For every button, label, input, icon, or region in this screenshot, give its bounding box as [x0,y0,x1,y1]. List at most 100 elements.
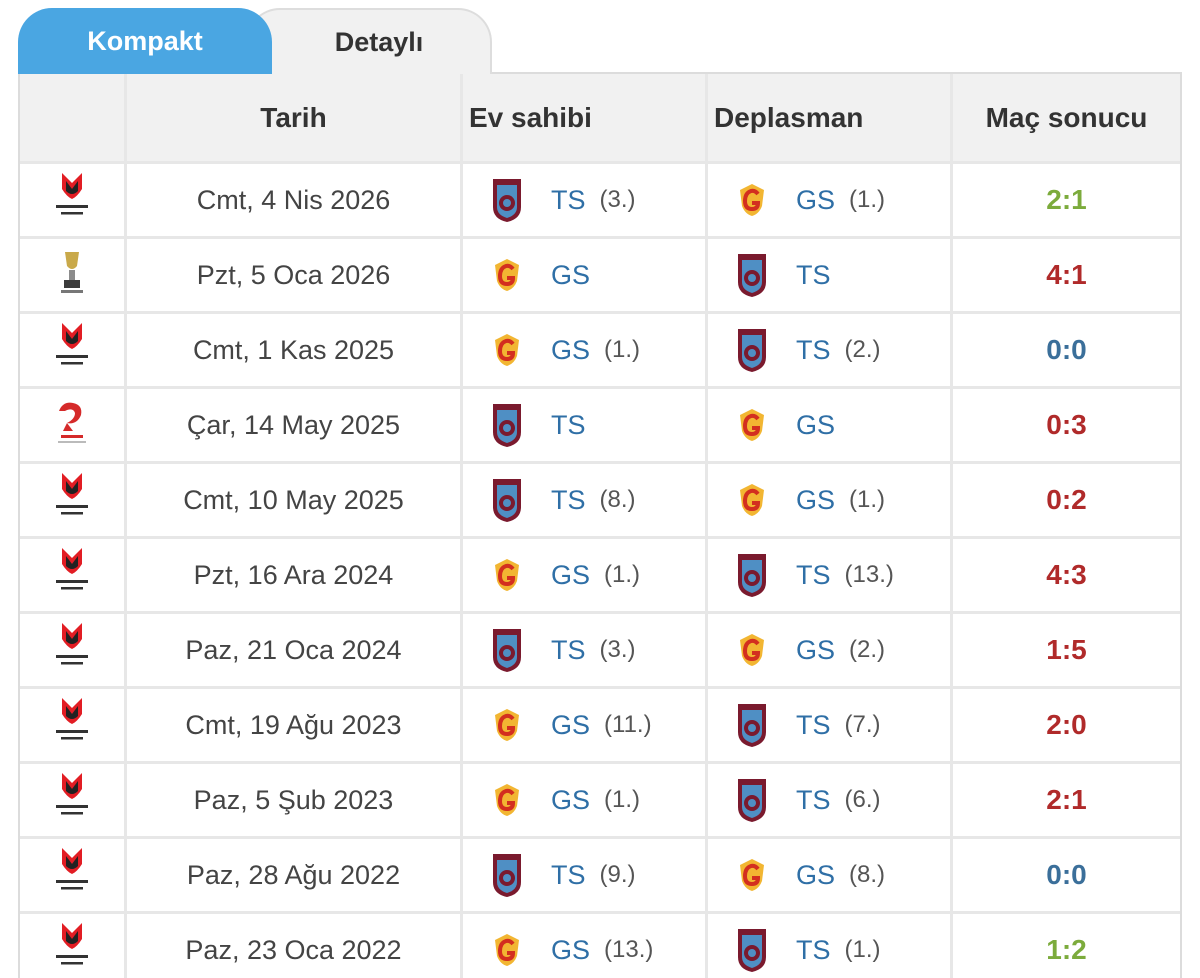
galatasaray-crest-icon [732,401,772,449]
super-lig-icon [53,696,91,755]
table-row[interactable]: Paz, 21 Oca 2024 TS (3.) GS (2.) 1:5 [20,614,1180,686]
home-team-rank: (8.) [599,486,636,513]
table-row[interactable]: Cmt, 10 May 2025 TS (8.) GS (1.) 0:2 [20,464,1180,536]
competition-cell [20,839,124,911]
home-team-cell[interactable]: GS (1.) [463,314,705,386]
match-date: Paz, 28 Ağu 2022 [127,839,460,911]
super-lig-icon [53,621,91,680]
tab-detayli[interactable]: Detaylı [246,8,492,74]
away-team-name[interactable]: GS [796,184,836,215]
match-result[interactable]: 2:1 [953,764,1180,836]
match-date: Pzt, 16 Ara 2024 [127,539,460,611]
away-team-cell[interactable]: GS (2.) [708,614,950,686]
home-team-name[interactable]: TS [551,184,586,215]
home-team-cell[interactable]: GS (1.) [463,539,705,611]
away-team-rank: (2.) [849,636,886,663]
match-result[interactable]: 4:3 [953,539,1180,611]
galatasaray-crest-icon [487,251,527,299]
galatasaray-crest-icon [732,476,772,524]
super-lig-icon [53,846,91,905]
home-team-name[interactable]: GS [551,709,591,740]
home-team-name[interactable]: GS [551,934,591,965]
home-team-name[interactable]: GS [551,784,591,815]
table-row[interactable]: Paz, 28 Ağu 2022 TS (9.) GS (8.) 0:0 [20,839,1180,911]
away-team-name[interactable]: GS [796,484,836,515]
home-team-name[interactable]: TS [551,859,586,890]
home-team-name[interactable]: TS [551,634,586,665]
away-team-name[interactable]: TS [796,559,831,590]
home-team-rank: (1.) [604,561,641,588]
match-date: Cmt, 19 Ağu 2023 [127,689,460,761]
away-team-cell[interactable]: GS (1.) [708,464,950,536]
home-team-cell[interactable]: GS (13.) [463,914,705,978]
home-team-rank: (1.) [604,336,641,363]
home-team-cell[interactable]: GS (1.) [463,764,705,836]
away-team-rank: (8.) [849,861,886,888]
match-date: Paz, 5 Şub 2023 [127,764,460,836]
super-lig-icon [53,546,91,605]
match-result[interactable]: 0:0 [953,314,1180,386]
away-team-rank: (1.) [849,486,886,513]
home-team-cell[interactable]: TS (9.) [463,839,705,911]
super-lig-icon [53,921,91,978]
home-team-rank: (3.) [599,636,636,663]
away-team-cell[interactable]: TS (1.) [708,914,950,978]
away-team-cell[interactable]: GS (8.) [708,839,950,911]
match-result[interactable]: 1:5 [953,614,1180,686]
galatasaray-crest-icon [487,551,527,599]
away-team-cell[interactable]: GS (1.) [708,164,950,236]
competition-cell [20,764,124,836]
match-result[interactable]: 2:0 [953,689,1180,761]
table-row[interactable]: Pzt, 5 Oca 2026 GS TS 4:1 [20,239,1180,311]
match-result[interactable]: 1:2 [953,914,1180,978]
home-team-name[interactable]: GS [551,259,591,290]
home-team-cell[interactable]: GS [463,239,705,311]
home-team-rank: (13.) [604,936,654,963]
away-team-cell[interactable]: GS [708,389,950,461]
table-row[interactable]: Cmt, 1 Kas 2025 GS (1.) TS (2.) 0:0 [20,314,1180,386]
galatasaray-crest-icon [487,326,527,374]
away-team-name[interactable]: TS [796,934,831,965]
away-team-cell[interactable]: TS (13.) [708,539,950,611]
away-team-name[interactable]: TS [796,709,831,740]
home-team-name[interactable]: TS [551,409,586,440]
home-team-name[interactable]: GS [551,334,591,365]
match-result[interactable]: 0:3 [953,389,1180,461]
away-team-name[interactable]: TS [796,259,831,290]
table-row[interactable]: Pzt, 16 Ara 2024 GS (1.) TS (13.) 4:3 [20,539,1180,611]
away-team-name[interactable]: TS [796,334,831,365]
tab-kompakt[interactable]: Kompakt [18,8,272,74]
match-result[interactable]: 4:1 [953,239,1180,311]
home-team-cell[interactable]: TS (3.) [463,614,705,686]
match-result[interactable]: 2:1 [953,164,1180,236]
match-result[interactable]: 0:2 [953,464,1180,536]
away-team-name[interactable]: GS [796,634,836,665]
home-team-name[interactable]: GS [551,559,591,590]
home-team-rank: (11.) [604,711,652,738]
home-team-cell[interactable]: TS (8.) [463,464,705,536]
table-row[interactable]: Çar, 14 May 2025 TS GS 0:3 [20,389,1180,461]
home-team-cell[interactable]: GS (11.) [463,689,705,761]
away-team-rank: (6.) [844,786,881,813]
away-team-name[interactable]: TS [796,784,831,815]
away-team-cell[interactable]: TS (6.) [708,764,950,836]
table-row[interactable]: Cmt, 4 Nis 2026 TS (3.) GS (1.) 2:1 [20,164,1180,236]
away-team-name[interactable]: GS [796,409,836,440]
table-row[interactable]: Cmt, 19 Ağu 2023 GS (11.) TS (7.) 2:0 [20,689,1180,761]
away-team-cell[interactable]: TS (2.) [708,314,950,386]
home-team-name[interactable]: TS [551,484,586,515]
match-result[interactable]: 0:0 [953,839,1180,911]
away-team-name[interactable]: GS [796,859,836,890]
galatasaray-crest-icon [732,176,772,224]
table-row[interactable]: Paz, 5 Şub 2023 GS (1.) TS (6.) 2:1 [20,764,1180,836]
trabzonspor-crest-icon [487,401,527,449]
home-team-cell[interactable]: TS (3.) [463,164,705,236]
match-date: Paz, 21 Oca 2024 [127,614,460,686]
away-team-cell[interactable]: TS [708,239,950,311]
competition-cell [20,539,124,611]
home-team-cell[interactable]: TS [463,389,705,461]
trabzonspor-crest-icon [732,326,772,374]
table-row[interactable]: Paz, 23 Oca 2022 GS (13.) TS (1.) 1:2 [20,914,1180,978]
away-team-cell[interactable]: TS (7.) [708,689,950,761]
matches-table: Tarih Ev sahibi Deplasman Maç sonucu Cmt… [20,74,1180,978]
